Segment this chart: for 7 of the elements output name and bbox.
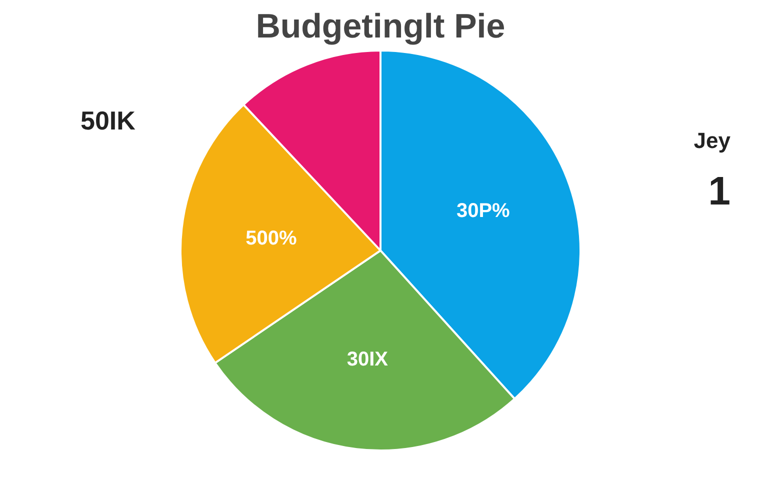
text: 1 [708,170,731,214]
text: 30P% [456,200,510,222]
text: 50IK [80,106,136,136]
chart-title: Budgetinglt Pie [256,8,506,46]
text: 500% [246,227,297,250]
text: Jey [694,128,732,153]
text: 30IX [346,348,389,371]
